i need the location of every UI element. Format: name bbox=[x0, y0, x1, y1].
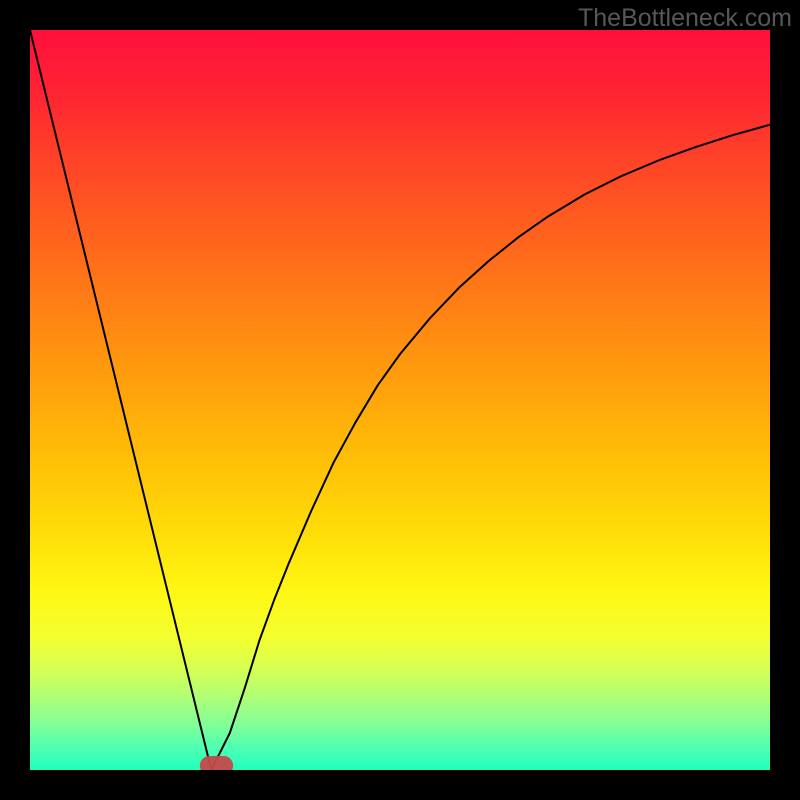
watermark-label: TheBottleneck.com bbox=[578, 4, 792, 33]
outer-frame: TheBottleneck.com bbox=[0, 0, 800, 800]
plot-area bbox=[30, 30, 770, 770]
optimum-marker bbox=[200, 756, 233, 770]
gradient-background bbox=[30, 30, 770, 770]
chart-svg bbox=[30, 30, 770, 770]
